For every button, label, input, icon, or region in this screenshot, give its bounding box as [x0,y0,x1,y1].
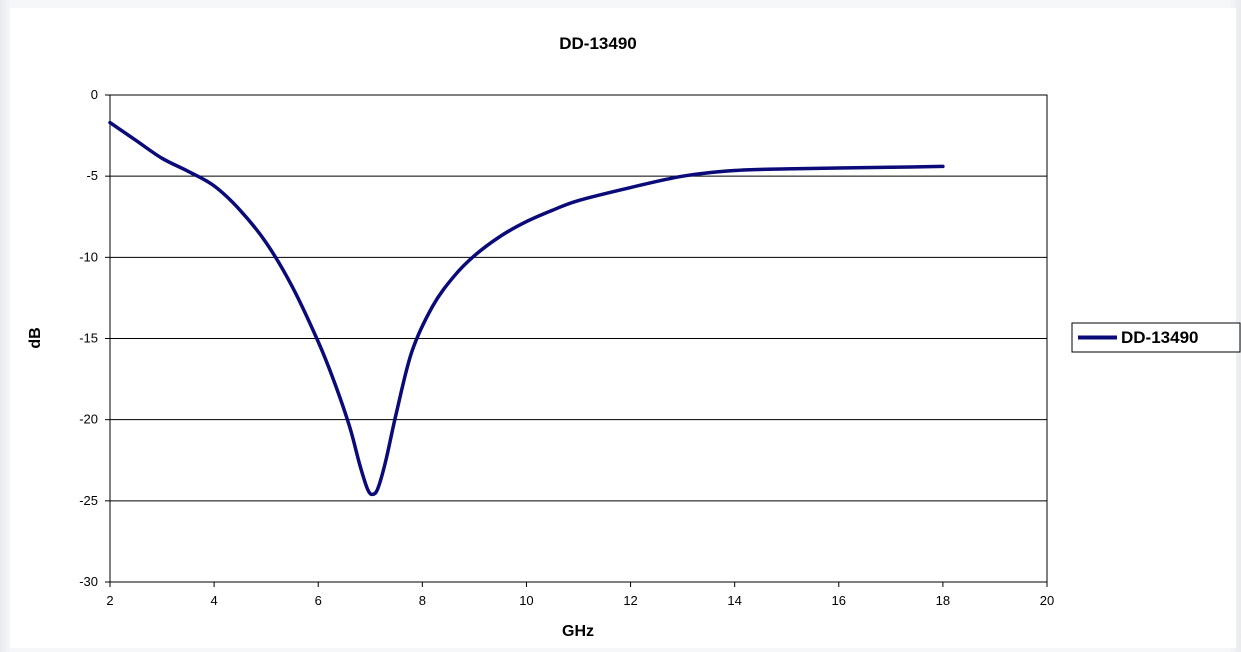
x-tick-label: 20 [1040,593,1054,608]
legend-label: DD-13490 [1121,328,1199,347]
chart-title: DD-13490 [559,34,637,53]
y-tick-label: -15 [79,331,98,346]
x-tick-label: 2 [106,593,113,608]
x-tick-label: 6 [315,593,322,608]
y-axis-ticks: 0 -5 -10 -15 -20 -25 -30 [79,87,110,589]
y-tick-label: -30 [79,574,98,589]
x-tick-label: 18 [936,593,950,608]
y-tick-label: 0 [91,87,98,102]
y-tick-label: -10 [79,249,98,264]
y-tick-label: -25 [79,493,98,508]
y-tick-label: -20 [79,412,98,427]
x-axis-title: GHz [562,623,594,640]
x-tick-label: 12 [623,593,637,608]
x-tick-label: 14 [727,593,741,608]
x-tick-label: 16 [832,593,846,608]
legend: DD-13490 [1071,322,1241,353]
series-group [108,120,945,497]
chart-area [10,8,1236,648]
gridlines [110,175,1047,502]
y-tick-label: -5 [86,168,98,183]
series-line [108,120,945,497]
y-axis-title: dB [27,327,44,348]
x-tick-label: 4 [210,593,217,608]
x-axis-ticks: 2 4 6 8 10 12 14 16 18 20 [106,582,1054,608]
x-tick-label: 10 [519,593,533,608]
x-tick-label: 8 [419,593,426,608]
